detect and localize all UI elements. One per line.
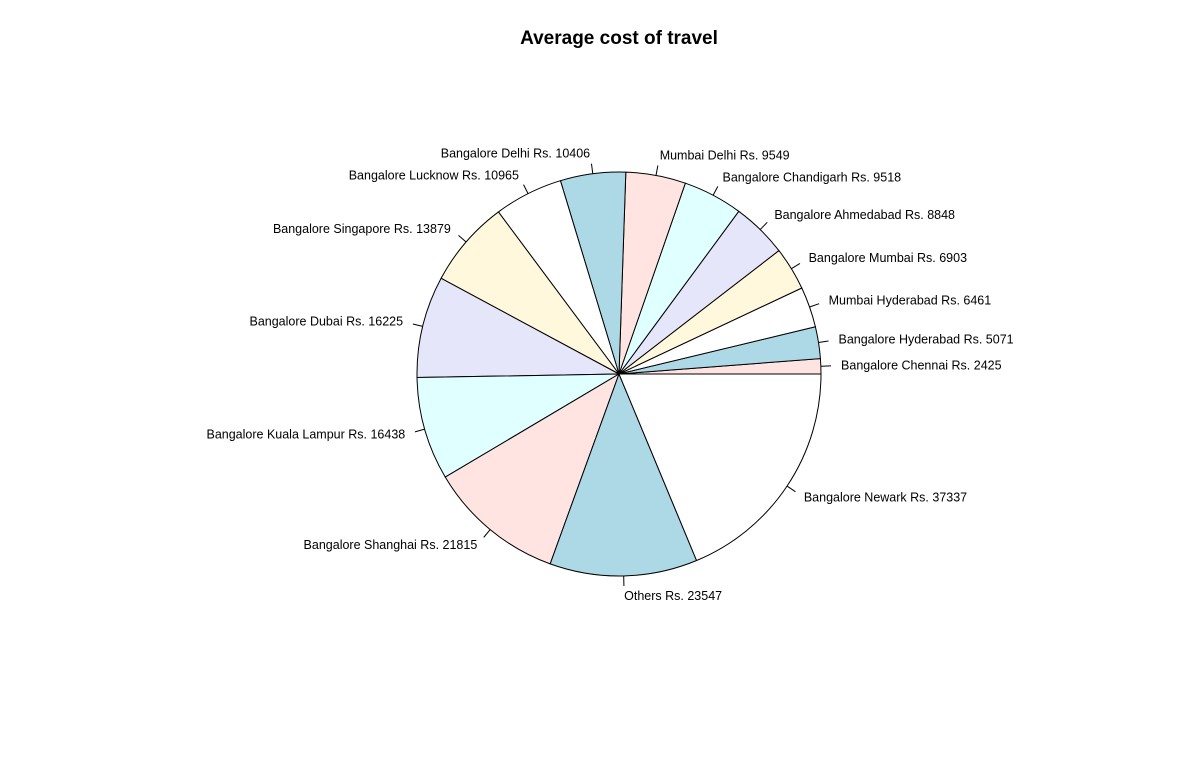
pie-label-tick	[412, 323, 423, 327]
pie-label: Mumbai Hyderabad Rs. 6461	[829, 293, 992, 307]
pie-label-tick	[483, 529, 491, 538]
pie-label: Bangalore Newark Rs. 37337	[804, 490, 967, 504]
pie-label: Bangalore Mumbai Rs. 6903	[809, 251, 967, 265]
pie-slice-others	[549, 372, 698, 577]
pie-label: Bangalore Hyderabad Rs. 5071	[838, 332, 1013, 346]
pie-label-tick	[818, 340, 829, 344]
pie-label-tick	[590, 163, 594, 174]
pie-label: Bangalore Dubai Rs. 16225	[249, 315, 403, 329]
pie-label: Bangalore Ahmedabad Rs. 8848	[774, 208, 955, 222]
pie-slice-bangalore-dubai	[416, 277, 621, 379]
pie-label-tick	[655, 165, 659, 176]
pie-label-tick	[523, 184, 529, 194]
pie-slices	[416, 171, 822, 577]
pie-labels: Bangalore Chennai Rs. 2425 Bangalore Hyde…	[206, 147, 1013, 603]
pie-label-tick	[759, 221, 768, 230]
pie-label: Mumbai Delhi Rs. 9549	[660, 149, 790, 163]
pie-label-tick	[786, 485, 796, 493]
pie-label-tick	[712, 186, 719, 196]
pie-slice-bangalore-kuala-lampur	[416, 373, 621, 478]
pie-label: Bangalore Chandigarh Rs. 9518	[723, 170, 902, 184]
pie-label: Others Rs. 23547	[624, 589, 722, 603]
chart-title: Average cost of travel	[520, 28, 718, 49]
pie-label: Bangalore Delhi Rs. 10406	[441, 147, 590, 161]
pie-label: Bangalore Kuala Lampur Rs. 16438	[206, 428, 405, 442]
pie-label: Bangalore Singapore Rs. 13879	[273, 222, 451, 236]
pie-label: Bangalore Shanghai Rs. 21815	[304, 538, 478, 552]
pie-label: Bangalore Lucknow Rs. 10965	[349, 169, 519, 183]
pie-label-tick	[414, 428, 425, 433]
pie-label-tick	[791, 262, 801, 270]
pie-label: Bangalore Chennai Rs. 2425	[841, 359, 1002, 373]
pie-slice-bangalore-newark	[618, 373, 822, 562]
pie-label-tick	[458, 234, 467, 243]
pie-label-tick	[809, 303, 820, 308]
